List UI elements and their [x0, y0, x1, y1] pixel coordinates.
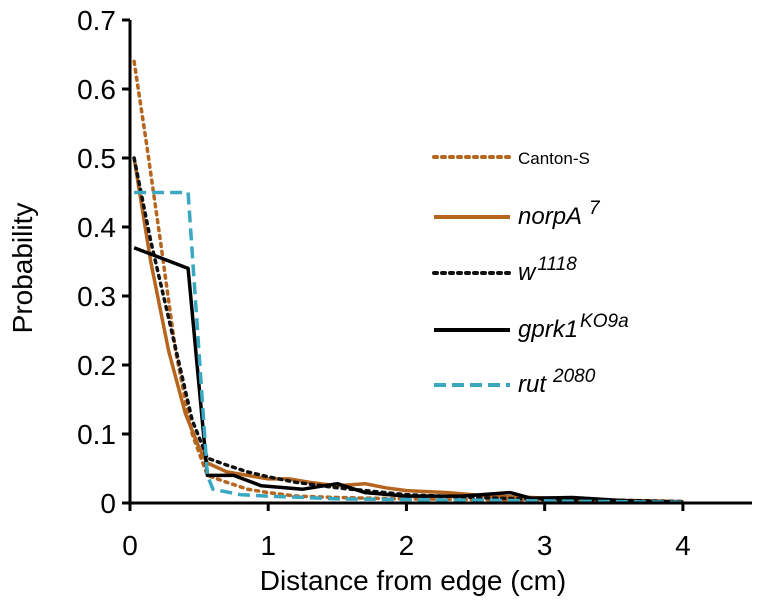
legend: Canton-S norpA 7 w 1118 gprk1 KO9a rut 2080 [432, 149, 629, 398]
x-tick-label: 0 [122, 530, 138, 561]
x-tick-label: 2 [399, 530, 415, 561]
axes-layer: 0 0.1 0.2 0.3 0.4 0.5 0.6 0.7 0 1 2 3 4 [77, 5, 752, 561]
series-line-gprk1 [133, 246, 683, 505]
y-axis-title: Probability [7, 203, 38, 334]
legend-label: gprk1 KO9a [518, 311, 629, 343]
legend-label: norpA 7 [518, 198, 601, 230]
legend-label-name: w [518, 259, 537, 286]
legend-label-superscript: KO9a [580, 311, 629, 332]
legend-label-name: Canton-S [518, 149, 590, 168]
y-tick-label: 0 [100, 488, 116, 519]
series-layer [132, 59, 685, 505]
y-tick-label: 0.4 [77, 212, 116, 243]
legend-label: rut 2080 [518, 366, 596, 398]
legend-label: w 1118 [518, 254, 577, 286]
legend-label-superscript: 1118 [537, 254, 577, 275]
x-tick-label: 3 [537, 530, 553, 561]
legend-label-superscript: 7 [589, 198, 601, 219]
y-tick-label: 0.7 [77, 5, 116, 36]
legend-label: Canton-S [518, 149, 590, 168]
legend-label-name: norpA [518, 203, 582, 230]
y-tick-label: 0.6 [77, 74, 116, 105]
legend-label-name: rut [518, 371, 547, 398]
legend-label-name: gprk1 [518, 316, 578, 343]
y-tick-label: 0.1 [77, 419, 116, 450]
series-line-canton-s [132, 59, 685, 504]
series-line-w [132, 156, 685, 504]
x-axis-title: Distance from edge (cm) [260, 565, 567, 596]
y-tick-label: 0.2 [77, 350, 116, 381]
y-tick-label: 0.3 [77, 281, 116, 312]
x-tick-label: 4 [675, 530, 691, 561]
series-line-norpa [132, 157, 683, 504]
series-line-rut [134, 190, 683, 505]
legend-label-superscript: 2080 [552, 366, 596, 387]
x-tick-label: 1 [260, 530, 276, 561]
y-tick-label: 0.5 [77, 143, 116, 174]
